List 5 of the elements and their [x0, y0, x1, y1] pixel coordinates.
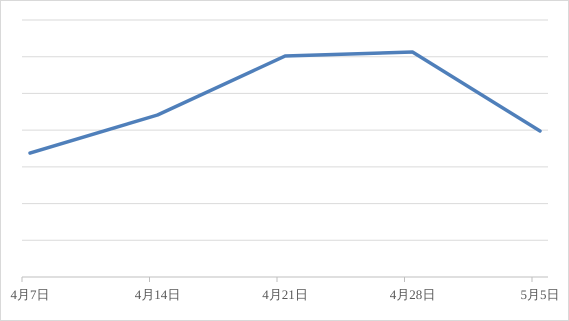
x-tick-label: 4月7日: [10, 287, 50, 302]
x-tick-label: 5月5日: [520, 287, 560, 302]
x-tick-label: 4月14日: [134, 287, 180, 302]
x-tick-label: 4月28日: [390, 287, 436, 302]
x-tick-label: 4月21日: [262, 287, 308, 302]
